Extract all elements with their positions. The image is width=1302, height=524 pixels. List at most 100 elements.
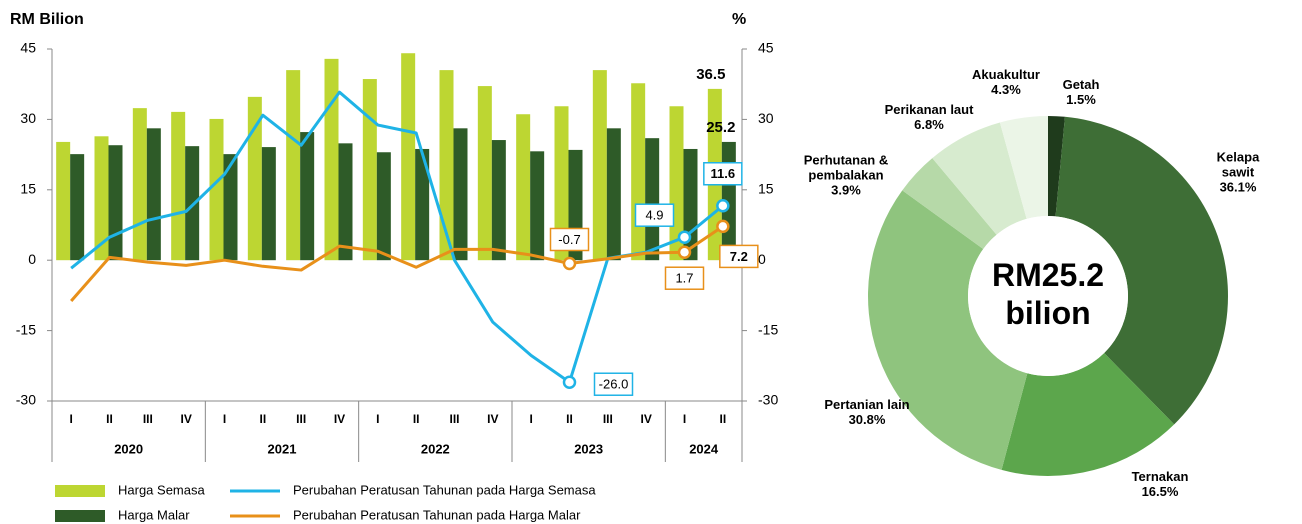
value-label-box xyxy=(634,203,675,227)
bar xyxy=(592,70,607,261)
slice-name: Ternakan xyxy=(1131,469,1189,484)
bar xyxy=(554,106,569,261)
slice-value: 6.8% xyxy=(914,117,944,132)
bar xyxy=(324,58,339,261)
bar xyxy=(606,128,621,261)
bar xyxy=(286,70,301,261)
donut-hole xyxy=(968,216,1128,376)
bar xyxy=(56,141,71,261)
bar xyxy=(132,108,147,261)
value-label-box xyxy=(593,372,634,396)
donut-slice xyxy=(932,122,1027,235)
bar-value-label: 25.2 xyxy=(706,119,735,136)
bar xyxy=(209,118,224,261)
donut-slice xyxy=(1001,353,1175,476)
bar xyxy=(223,154,238,261)
x-tick-label: IV xyxy=(334,412,345,426)
x-group-label: 2020 xyxy=(114,441,143,456)
bar xyxy=(453,128,468,261)
x-tick-label: III xyxy=(296,412,306,426)
bar xyxy=(300,132,315,261)
x-tick-label: I xyxy=(529,412,532,426)
bar xyxy=(439,70,454,261)
x-tick-label: II xyxy=(106,412,113,426)
slice-label: Getah 1.5% xyxy=(1063,77,1100,107)
slice-name: Akuakultur xyxy=(972,67,1040,82)
y-tick-label: 45 xyxy=(20,40,36,56)
x-tick-label: I xyxy=(683,412,686,426)
x-tick-label: III xyxy=(603,412,613,426)
bar xyxy=(146,128,161,261)
x-tick-label: II xyxy=(413,412,420,426)
x-tick-label: I xyxy=(223,412,226,426)
bar xyxy=(362,79,377,261)
bar xyxy=(171,111,186,261)
donut-slice xyxy=(867,190,1028,470)
legend-label: Perubahan Peratusan Tahunan pada Harga M… xyxy=(293,507,581,522)
value-label-box xyxy=(549,227,590,252)
bar-value-label: 36.5 xyxy=(696,66,725,83)
x-group-label: 2023 xyxy=(574,441,603,456)
slice-value: 3.9% xyxy=(831,182,861,198)
legend-label: Perubahan Peratusan Tahunan pada Harga S… xyxy=(293,482,596,497)
donut-slice xyxy=(1048,116,1065,217)
slice-name: Pertanian lain xyxy=(824,397,910,412)
line-value-label: 7.2 xyxy=(730,249,748,264)
bar xyxy=(185,146,200,261)
legend-label: Harga Semasa xyxy=(118,482,205,497)
point-marker xyxy=(677,230,692,244)
bar xyxy=(247,96,262,261)
point-marker xyxy=(677,245,692,259)
point-marker xyxy=(716,199,730,213)
y2-tick-label: 0 xyxy=(758,251,766,267)
x-tick-label: III xyxy=(143,412,153,426)
slice-value: 1.5% xyxy=(1066,92,1096,107)
x-tick-label: III xyxy=(449,412,459,426)
bar xyxy=(401,53,416,261)
line xyxy=(70,225,724,303)
slice-name: Perikanan laut xyxy=(884,102,974,117)
donut-slice xyxy=(902,158,997,250)
legend-swatch xyxy=(55,510,105,522)
point-marker xyxy=(716,219,730,234)
donut-slice xyxy=(999,116,1048,219)
legend-label: Harga Malar xyxy=(118,507,190,522)
point-marker xyxy=(562,256,577,271)
slice-label: Akuakultur 4.3% xyxy=(972,67,1040,97)
bar xyxy=(261,147,276,261)
slice-label: Ternakan 16.5% xyxy=(1132,469,1189,499)
y2-tick-label: 15 xyxy=(758,181,774,197)
line-value-label: -0.7 xyxy=(558,232,580,247)
bar xyxy=(70,154,85,261)
slice-label: Perhutanan & pembalakan 3.9% xyxy=(796,153,896,198)
donut-slice xyxy=(1055,116,1228,425)
line-value-label: 4.9 xyxy=(645,208,663,223)
x-tick-label: I xyxy=(69,412,72,426)
y2-tick-label: -15 xyxy=(758,321,778,337)
center-label: RM25.2 bilion xyxy=(991,257,1105,331)
value-label-box xyxy=(664,266,705,290)
x-tick-label: IV xyxy=(640,412,651,426)
slice-value: 36.1% xyxy=(1219,179,1257,195)
value-label-box xyxy=(719,244,759,269)
bar xyxy=(108,145,123,261)
y-axis-label: RM Bilion xyxy=(10,11,84,28)
x-tick-label: IV xyxy=(487,412,498,426)
bar xyxy=(530,151,545,261)
slice-value: 16.5% xyxy=(1141,484,1179,499)
slice-value: 4.3% xyxy=(991,82,1021,97)
x-tick-label: II xyxy=(719,412,726,426)
bar xyxy=(415,148,430,261)
bar xyxy=(631,83,646,261)
slice-label: Pertanian lain 30.8% xyxy=(824,397,909,427)
y-tick-label: -30 xyxy=(16,392,36,408)
x-group-label: 2024 xyxy=(689,441,719,456)
value-label-box xyxy=(703,162,743,186)
slice-name: Perhutanan & pembalakan xyxy=(803,152,889,183)
x-group-label: 2022 xyxy=(421,441,450,456)
x-tick-label: II xyxy=(259,412,266,426)
y-tick-label: 30 xyxy=(20,110,36,126)
slice-value: 30.8% xyxy=(848,412,886,427)
point-marker xyxy=(562,375,577,389)
